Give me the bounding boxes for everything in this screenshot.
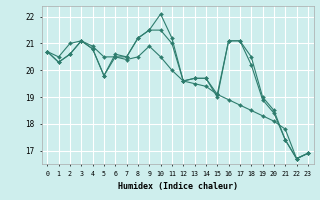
X-axis label: Humidex (Indice chaleur): Humidex (Indice chaleur) bbox=[118, 183, 237, 192]
